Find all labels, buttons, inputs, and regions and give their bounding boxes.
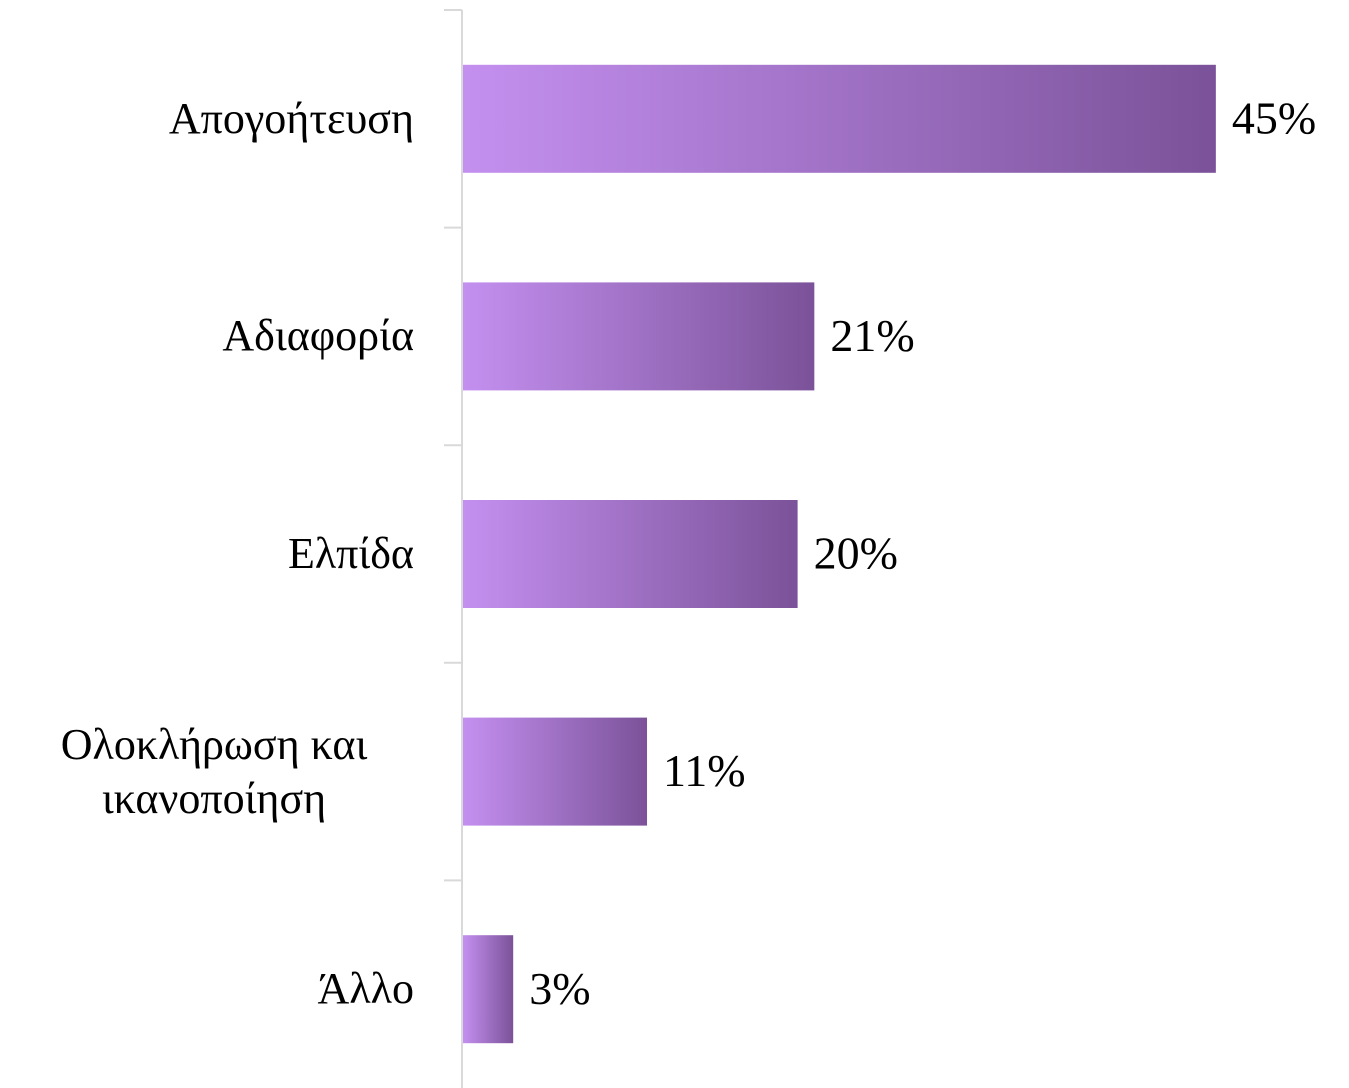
category-label-box: Απογοήτευση	[0, 92, 414, 146]
bar	[463, 935, 514, 1044]
category-label: Ελπίδα	[287, 529, 414, 578]
bar	[463, 717, 648, 826]
category-label: Αδιαφορία	[222, 311, 414, 361]
category-label: Απογοήτευση	[168, 93, 414, 143]
category-label: Άλλο	[317, 964, 414, 1014]
value-label: 3%	[529, 963, 590, 1014]
value-label: 21%	[830, 310, 914, 361]
bar	[463, 64, 1216, 173]
category-label-box: Αδιαφορία	[0, 309, 414, 363]
bar	[463, 500, 798, 608]
value-label: 20%	[814, 528, 898, 579]
bar	[463, 282, 815, 391]
category-label-box: Ολοκλήρωση και ικανοποίηση	[0, 718, 414, 826]
value-label: 11%	[663, 745, 746, 796]
category-label-box: Άλλο	[0, 962, 414, 1016]
value-label: 45%	[1232, 92, 1316, 143]
category-label: Ολοκλήρωση και ικανοποίηση	[60, 719, 368, 823]
category-label-box: Ελπίδα	[0, 527, 414, 581]
